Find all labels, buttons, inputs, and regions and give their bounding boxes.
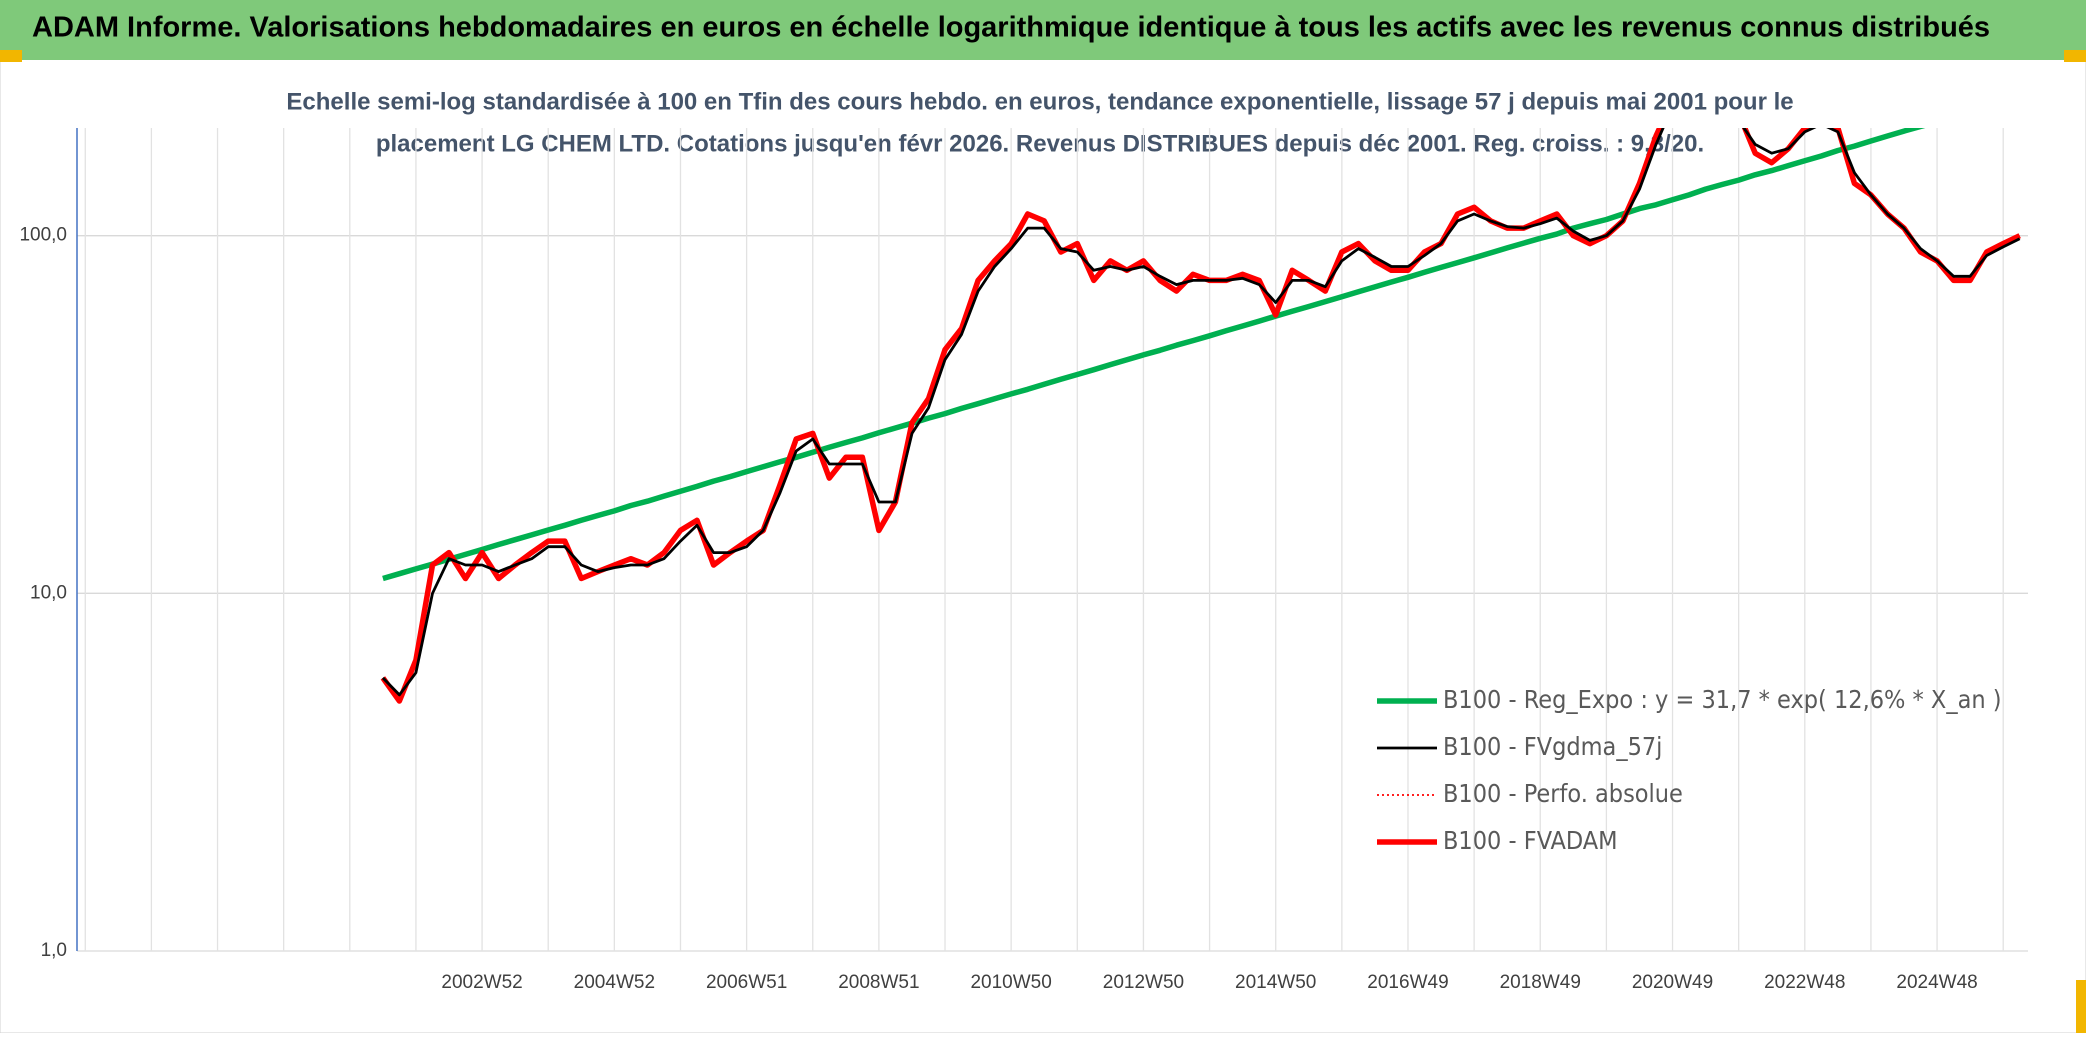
plot-area (380, 128, 2021, 704)
x-tick-label: 2008W51 (838, 972, 919, 993)
x-tick-label: 2016W49 (1367, 972, 1448, 993)
x-tick-label: 2020W49 (1632, 972, 1713, 993)
series-line (381, 128, 2021, 697)
x-tick-label: 2018W49 (1500, 972, 1581, 993)
x-tick-label: 2024W48 (1896, 972, 1977, 993)
x-tick-label: 2022W48 (1764, 972, 1845, 993)
legend: B100 - Reg_Expo : y = 31,7 * exp( 12,6% … (1377, 685, 2002, 855)
chart-subtitle: placement LG CHEM LTD. Cotations jusqu'e… (376, 130, 1704, 157)
legend-label: B100 - Perfo. absolue (1443, 779, 1683, 808)
series-line (382, 128, 1926, 582)
x-tick-label: 2010W50 (970, 972, 1051, 993)
legend-label: B100 - FVgdma_57j (1443, 732, 1662, 761)
chart-subtitle: Echelle semi-log standardisée à 100 en T… (286, 88, 1793, 115)
x-tick-label: 2012W50 (1103, 972, 1184, 993)
y-tick-label: 1,0 (41, 940, 67, 961)
corner (2064, 50, 2086, 62)
y-tick-label: 100,0 (19, 225, 67, 246)
x-tick-label: 2002W52 (441, 972, 522, 993)
corner (2076, 980, 2086, 1033)
legend-label: B100 - FVADAM (1443, 826, 1618, 855)
page-title: ADAM Informe. Valorisations hebdomadaire… (32, 12, 1990, 44)
corner (0, 50, 22, 62)
x-tick-label: 2004W52 (574, 972, 655, 993)
y-tick-label: 10,0 (30, 582, 67, 603)
x-tick-label: 2006W51 (706, 972, 787, 993)
legend-label: B100 - Reg_Expo : y = 31,7 * exp( 12,6% … (1443, 685, 2002, 714)
x-tick-label: 2014W50 (1235, 972, 1316, 993)
title-bar (0, 0, 2086, 60)
